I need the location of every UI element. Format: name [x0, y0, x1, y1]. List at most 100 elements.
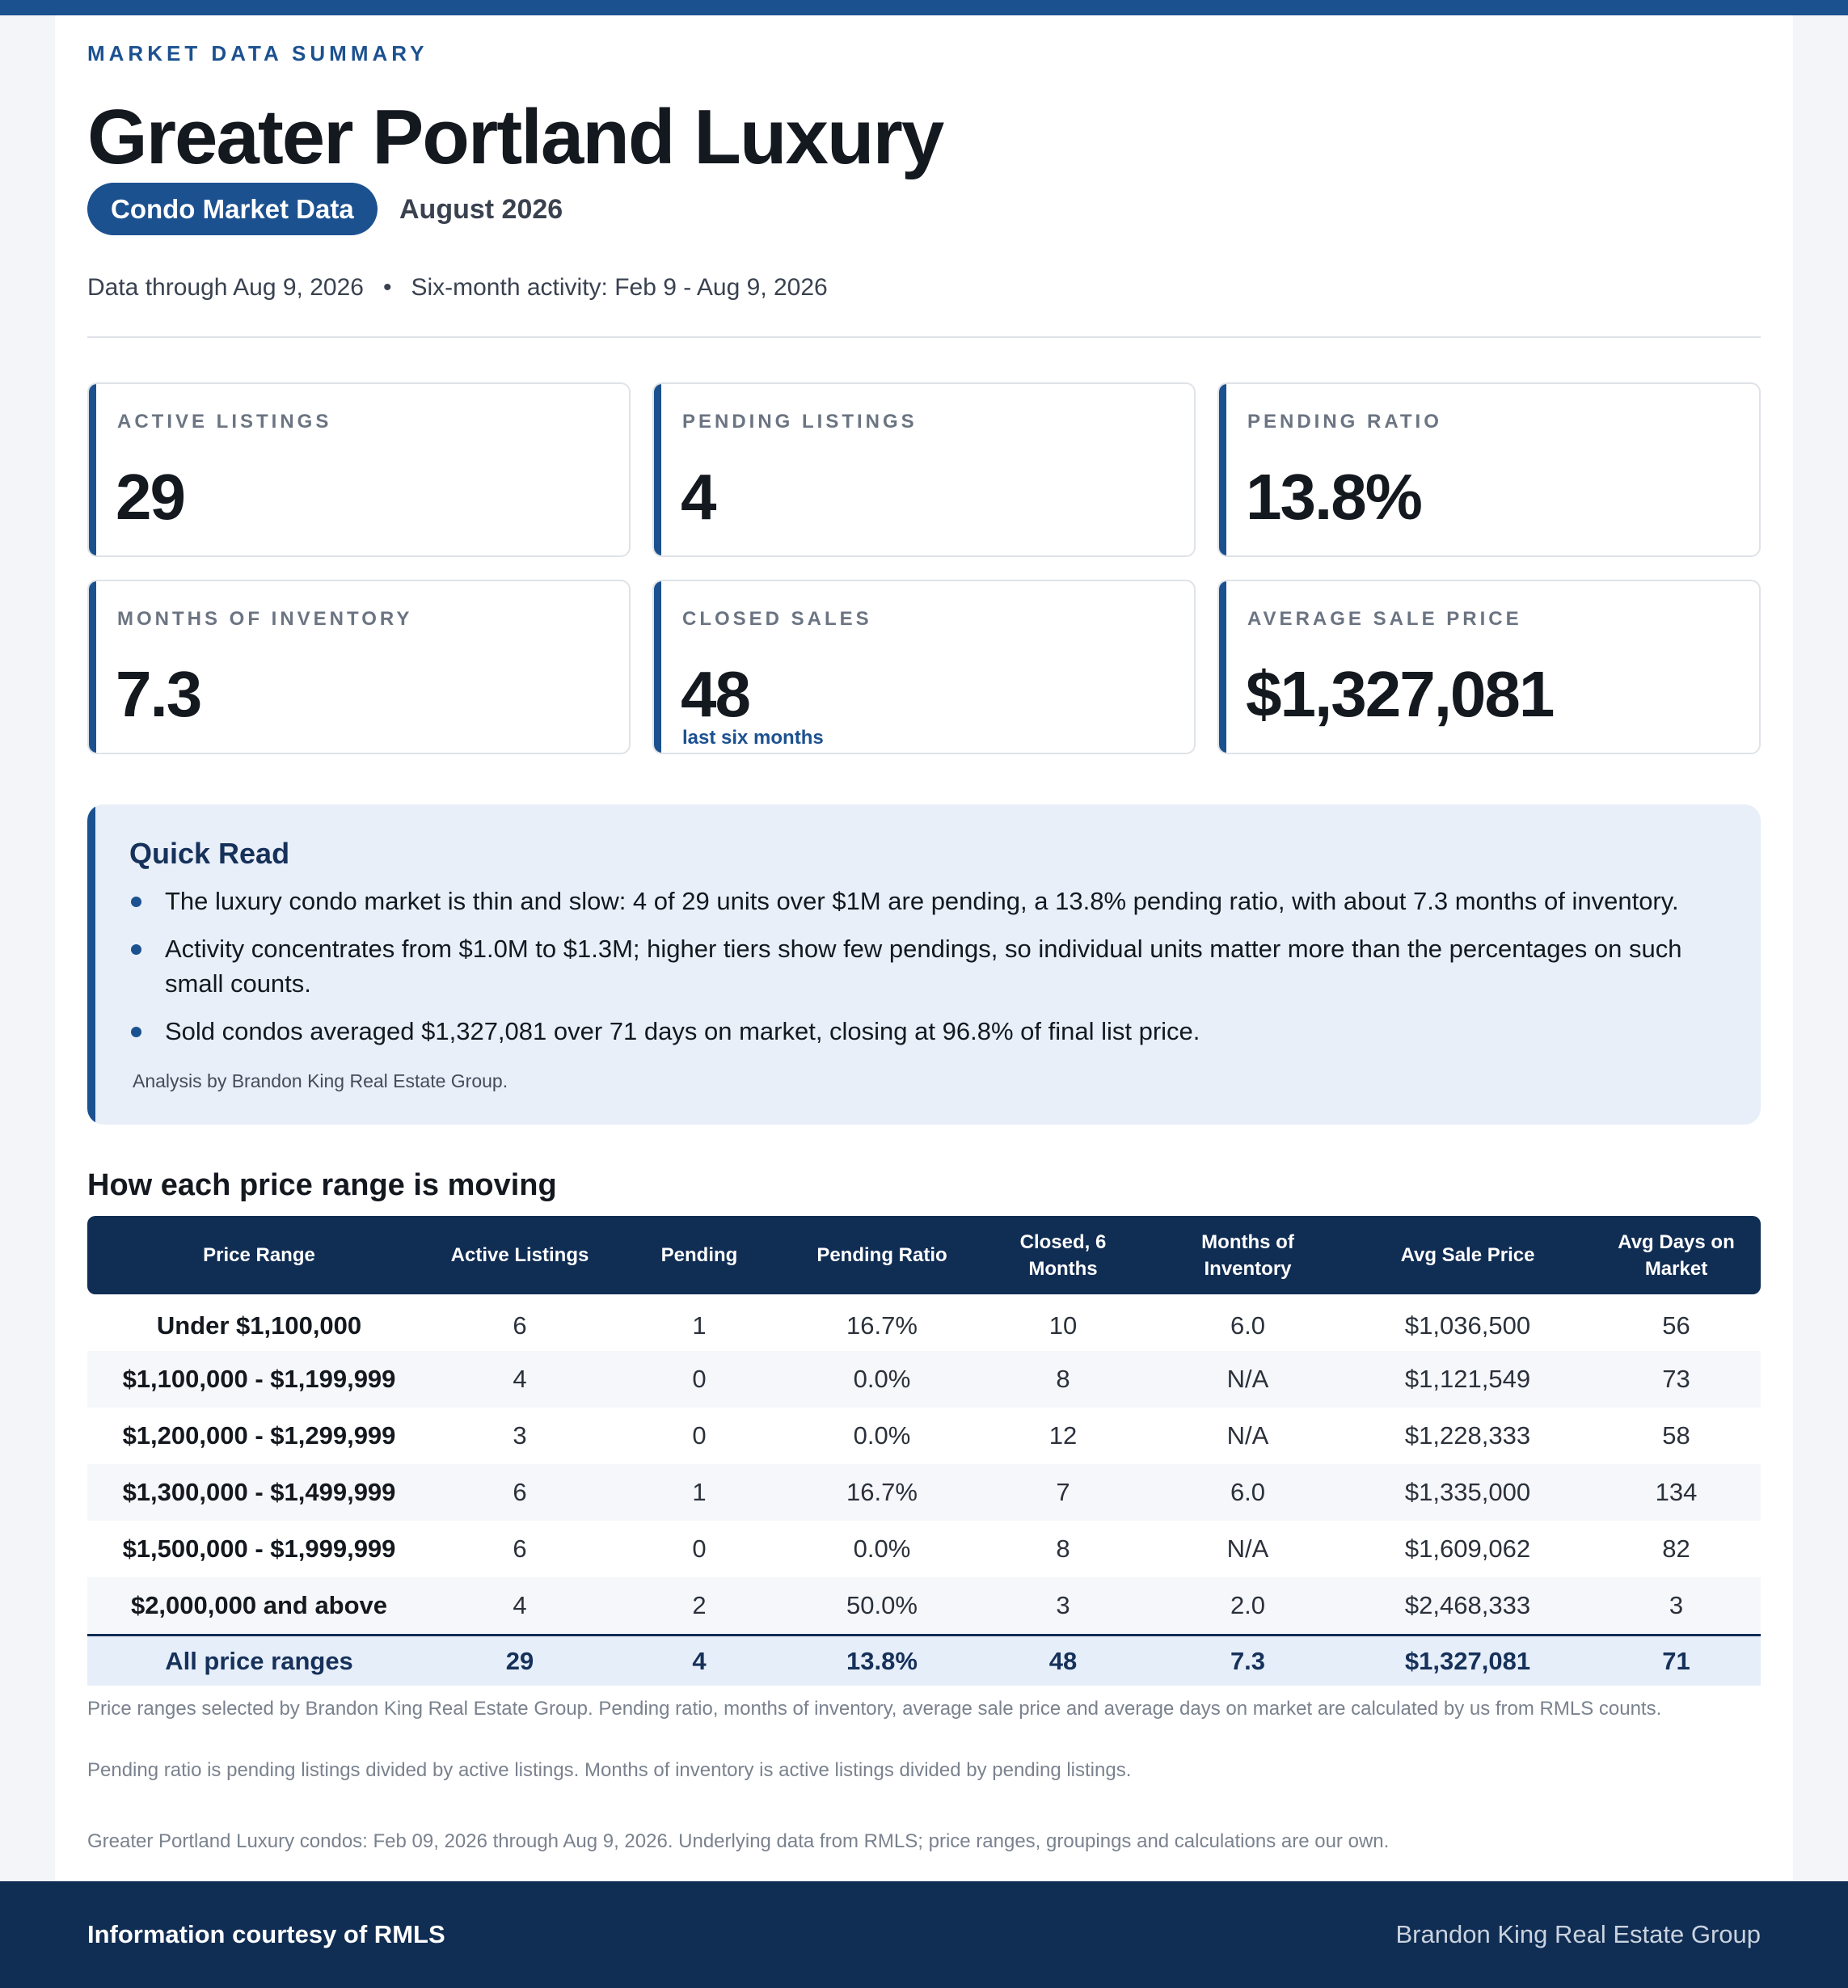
total-cell: 29	[431, 1634, 609, 1686]
category-pill: Condo Market Data	[87, 183, 378, 235]
activity-range-text: Six-month activity: Feb 9 - Aug 9, 2026	[411, 274, 828, 301]
quick-read-list: The luxury condo market is thin and slow…	[129, 884, 1738, 1062]
page-footer: Information courtesy of RMLS Brandon Kin…	[0, 1881, 1848, 1988]
table-section-title: How each price range is moving	[87, 1168, 557, 1202]
price-range-cell: $2,000,000 and above	[87, 1577, 431, 1634]
table-cell: 4	[431, 1577, 609, 1634]
footer-source-credit: Information courtesy of RMLS	[87, 1920, 445, 1948]
total-cell: 71	[1592, 1634, 1761, 1686]
price-range-cell: $1,500,000 - $1,999,999	[122, 1534, 396, 1563]
table-cell: 3	[513, 1421, 527, 1450]
stat-value: 29	[116, 461, 186, 533]
card-accent	[89, 581, 96, 753]
column-header: Active Listings	[431, 1216, 609, 1294]
card-accent	[654, 581, 661, 753]
page-title: Greater Portland Luxury	[87, 94, 944, 180]
table-cell: 16.7%	[790, 1294, 974, 1351]
table-cell: 1	[609, 1464, 790, 1521]
footnote-source: Greater Portland Luxury condos: Feb 09, …	[87, 1830, 1390, 1852]
quick-read-text: Sold condos averaged $1,327,081 over 71 …	[165, 1017, 1200, 1045]
quick-read-text: Activity concentrates from $1.0M to $1.3…	[165, 935, 1682, 998]
stat-note: last six months	[682, 727, 824, 749]
table-cell: $1,335,000	[1344, 1464, 1592, 1521]
table-cell: N/A	[1226, 1534, 1269, 1563]
card-accent	[89, 384, 96, 555]
table-cell: 58	[1662, 1421, 1690, 1450]
stat-card-months-of-inventory: MONTHS OF INVENTORY 7.3	[87, 580, 631, 754]
data-through-text: Data through Aug 9, 2026	[87, 274, 364, 301]
stat-label: ACTIVE LISTINGS	[117, 411, 332, 433]
footnote-definitions: Pending ratio is pending listings divide…	[87, 1759, 1132, 1781]
table-cell: $1,121,549	[1344, 1351, 1592, 1408]
table-cell: 0	[609, 1351, 790, 1408]
table-cell: $1,609,062	[1404, 1534, 1531, 1563]
table-header-row: Price Range Active Listings Pending Pend…	[87, 1216, 1761, 1294]
card-accent	[1219, 581, 1226, 753]
eyebrow-label: MARKET DATA SUMMARY	[87, 41, 428, 65]
table-row: Under $1,100,000 6 1 16.7% 10 6.0 $1,036…	[87, 1294, 1761, 1351]
stat-value: 13.8%	[1246, 461, 1423, 533]
table-cell: 4	[431, 1351, 609, 1408]
table-row: $1,300,000 - $1,499,999 6 1 16.7% 7 6.0 …	[87, 1464, 1761, 1521]
table-cell: 6	[431, 1294, 609, 1351]
quick-read-panel: Quick Read The luxury condo market is th…	[87, 804, 1761, 1125]
table-cell: 6	[431, 1464, 609, 1521]
column-header: Price Range	[87, 1216, 431, 1294]
header-divider	[87, 336, 1761, 338]
quick-read-item: The luxury condo market is thin and slow…	[129, 884, 1738, 918]
date-range-line: Data through Aug 9, 2026 • Six-month activ…	[87, 274, 828, 302]
table-cell: 3	[974, 1577, 1152, 1634]
bullet-icon	[131, 1027, 141, 1037]
column-header: Closed, 6 Months	[974, 1216, 1152, 1294]
quick-read-item: Sold condos averaged $1,327,081 over 71 …	[129, 1014, 1738, 1049]
footnote-methodology: Price ranges selected by Brandon King Re…	[87, 1698, 1662, 1720]
table-cell: 6.0	[1152, 1464, 1344, 1521]
table-cell: 12	[1048, 1421, 1078, 1450]
total-cell: 48	[974, 1634, 1152, 1686]
card-accent	[654, 384, 661, 555]
stat-label: AVERAGE SALE PRICE	[1247, 608, 1522, 630]
stat-label: CLOSED SALES	[682, 608, 872, 630]
table-cell: $2,468,333	[1344, 1577, 1592, 1634]
table-cell: 73	[1592, 1351, 1761, 1408]
stat-label: MONTHS OF INVENTORY	[117, 608, 413, 630]
footer-brand: Brandon King Real Estate Group	[1395, 1920, 1762, 1948]
price-range-table: Price Range Active Listings Pending Pend…	[87, 1216, 1761, 1686]
table-cell: 0	[692, 1534, 707, 1563]
table-cell: 6.0	[1152, 1294, 1344, 1351]
report-month: August 2026	[399, 194, 563, 225]
quick-read-text: The luxury condo market is thin and slow…	[165, 887, 1679, 915]
stat-card-pending-ratio: PENDING RATIO 13.8%	[1217, 382, 1761, 557]
bullet-icon	[131, 944, 141, 955]
stat-card-average-sale-price: AVERAGE SALE PRICE $1,327,081	[1217, 580, 1761, 754]
quick-read-item: Activity concentrates from $1.0M to $1.3…	[129, 931, 1738, 1001]
table-cell: 2	[609, 1577, 790, 1634]
column-header: Avg Days on Market	[1592, 1216, 1761, 1294]
table-cell: N/A	[1226, 1421, 1269, 1450]
stat-value: 4	[681, 461, 716, 533]
table-cell: 134	[1592, 1464, 1761, 1521]
table-cell: 16.7%	[790, 1464, 974, 1521]
stat-card-active-listings: ACTIVE LISTINGS 29	[87, 382, 631, 557]
price-range-cell: $1,100,000 - $1,199,999	[87, 1351, 431, 1408]
table-row: $1,100,000 - $1,199,999 4 0 0.0% 8 N/A $…	[87, 1351, 1761, 1408]
table-cell: 0	[692, 1421, 707, 1450]
card-accent	[1219, 384, 1226, 555]
table-cell: 56	[1592, 1294, 1761, 1351]
stat-value: 7.3	[116, 658, 202, 730]
table-cell: 50.0%	[790, 1577, 974, 1634]
table-cell: 1	[609, 1294, 790, 1351]
report-sheet: MARKET DATA SUMMARY Greater Portland Lux…	[55, 15, 1793, 1881]
stat-card-closed-sales: CLOSED SALES 48 last six months	[652, 580, 1196, 754]
stat-label: PENDING LISTINGS	[682, 411, 918, 433]
table-cell: 0.0%	[790, 1351, 974, 1408]
quick-read-accent	[87, 804, 95, 1125]
column-header: Pending	[609, 1216, 790, 1294]
stat-value: 48	[681, 658, 751, 730]
price-range-cell: $1,200,000 - $1,299,999	[122, 1421, 396, 1450]
table-cell: 0.0%	[853, 1534, 911, 1563]
table-row: $2,000,000 and above 4 2 50.0% 3 2.0 $2,…	[87, 1577, 1761, 1634]
price-range-cell: $1,300,000 - $1,499,999	[87, 1464, 431, 1521]
table-cell: 8	[974, 1351, 1152, 1408]
total-cell: 13.8%	[790, 1634, 974, 1686]
